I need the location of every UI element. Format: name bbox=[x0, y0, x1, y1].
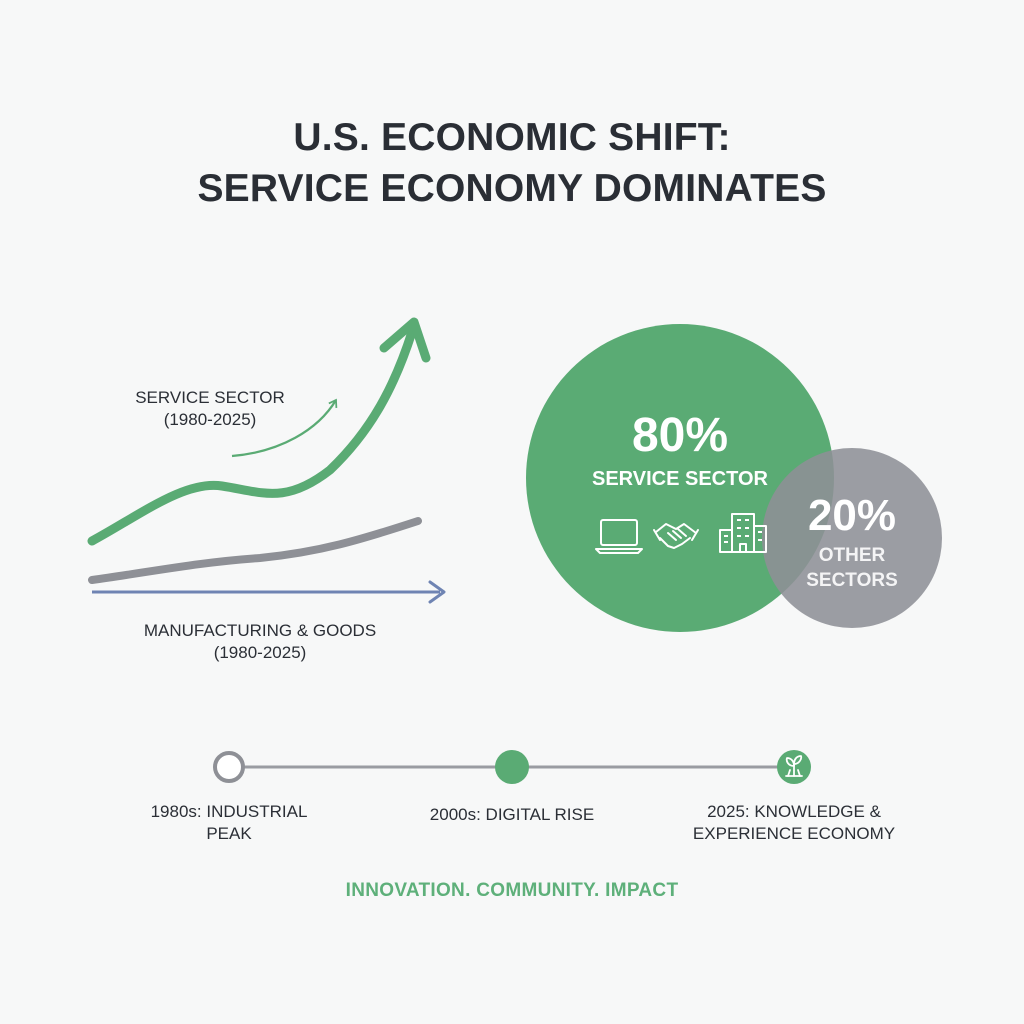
other-share-circle bbox=[762, 448, 942, 628]
title-line-2: SERVICE ECONOMY DOMINATES bbox=[197, 167, 827, 210]
manufacturing-arrowhead bbox=[428, 580, 446, 604]
service-trend-line bbox=[87, 327, 417, 546]
timeline-marker-1980s bbox=[213, 751, 245, 783]
service-label-pointer-arrow bbox=[231, 398, 338, 458]
tagline: INNOVATION. COMMUNITY. IMPACT bbox=[345, 880, 679, 901]
other-share-label: OTHER SECTORS bbox=[806, 545, 898, 591]
page-title: U.S. ECONOMIC SHIFT: SERVICE ECONOMY DOM… bbox=[0, 112, 1024, 214]
timeline-label-2000s: 2000s: DIGITAL RISE bbox=[429, 805, 595, 824]
timeline-label-1980s: 1980s: INDUSTRIAL PEAK bbox=[150, 802, 308, 843]
laptop-icon bbox=[595, 519, 643, 554]
service-share-value: 80% bbox=[631, 409, 729, 462]
service-share-circle bbox=[526, 324, 834, 632]
service-share-label: SERVICE SECTOR bbox=[592, 468, 768, 490]
service-sector-trend-label: SERVICE SECTOR (1980-2025) bbox=[135, 388, 285, 429]
timeline-label-2025: 2025: KNOWLEDGE & EXPERIENCE ECONOMY bbox=[692, 802, 896, 843]
title-line-1: U.S. ECONOMIC SHIFT: bbox=[293, 116, 731, 159]
handshake-icon bbox=[653, 523, 699, 549]
manufacturing-trend-label: MANUFACTURING & GOODS (1980-2025) bbox=[143, 621, 377, 662]
growth-plant-icon bbox=[785, 755, 803, 777]
other-share-value: 20% bbox=[807, 491, 897, 540]
gray-trend-line bbox=[88, 517, 422, 584]
office-building-icon bbox=[719, 513, 767, 553]
timeline-marker-2000s bbox=[495, 750, 529, 784]
service-trend-arrowhead bbox=[379, 317, 431, 363]
